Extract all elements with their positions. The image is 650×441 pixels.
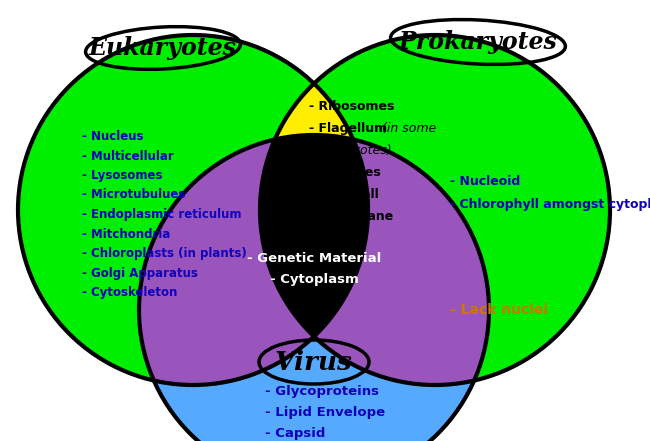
Text: Virus: Virus [275, 350, 353, 374]
Text: - Nucleus
- Multicellular
- Lysosomes
- Microtubulues
- Endoplasmic reticulum
- : - Nucleus - Multicellular - Lysosomes - … [82, 130, 247, 299]
Text: Prokaryotes: Prokaryotes [398, 30, 558, 54]
Text: - Cytoplasm: - Cytoplasm [270, 273, 358, 287]
Text: (in some: (in some [382, 122, 436, 135]
Text: - Vacuoles: - Vacuoles [309, 166, 381, 179]
Text: eukaryotes): eukaryotes) [309, 144, 391, 157]
Text: - Membrane: - Membrane [309, 210, 393, 223]
Text: - Cell Wall: - Cell Wall [309, 188, 379, 201]
Text: - Genetic Material: - Genetic Material [247, 251, 381, 265]
Text: - Lack nuclei: - Lack nuclei [450, 303, 548, 317]
Text: - Ribosomes: - Ribosomes [309, 100, 395, 113]
Polygon shape [314, 139, 489, 385]
Polygon shape [314, 35, 610, 381]
Polygon shape [18, 35, 314, 381]
Polygon shape [154, 336, 474, 441]
Polygon shape [139, 139, 314, 385]
Text: Eukaryotes: Eukaryotes [89, 36, 237, 60]
Polygon shape [275, 84, 353, 139]
Polygon shape [260, 135, 368, 336]
Text: - Glycoproteins
- Lipid Envelope
- Capsid: - Glycoproteins - Lipid Envelope - Capsi… [265, 385, 385, 440]
Text: - Flagellum: - Flagellum [309, 122, 391, 135]
Text: - Nucleoid
- Chlorophyll amongst cytoplasm: - Nucleoid - Chlorophyll amongst cytopla… [450, 175, 650, 211]
